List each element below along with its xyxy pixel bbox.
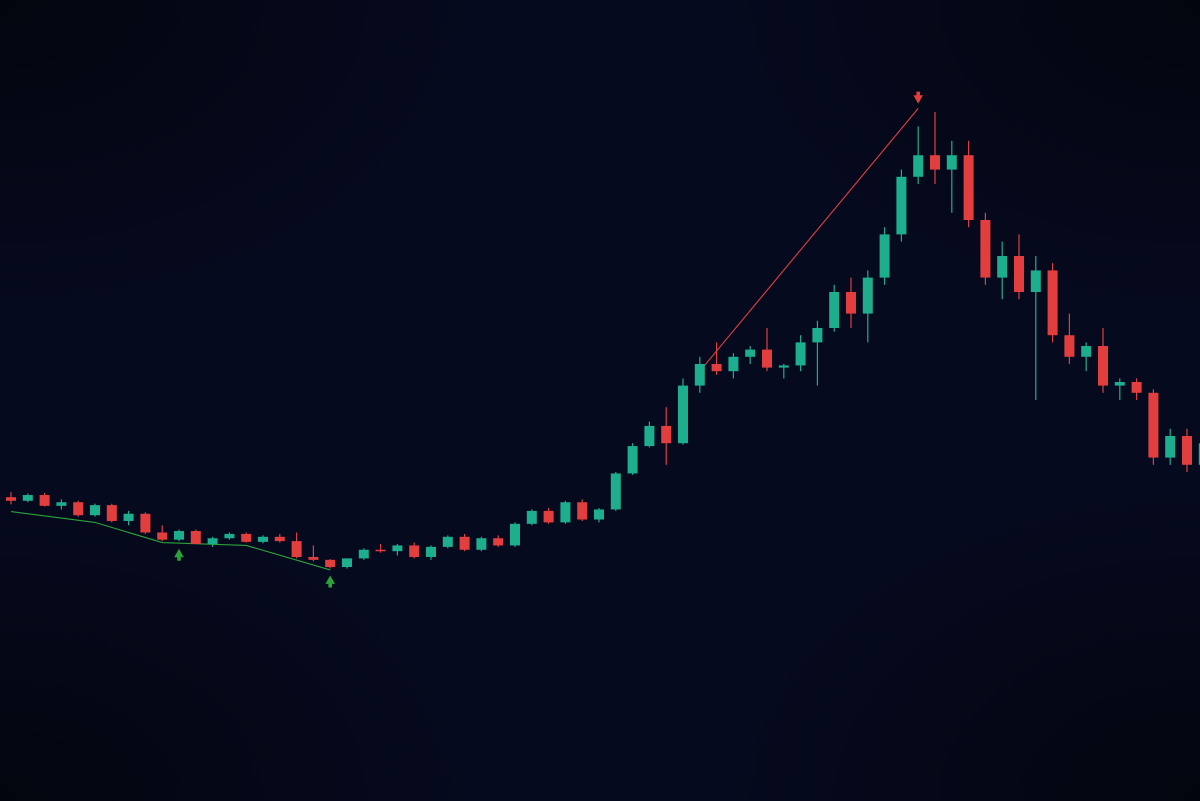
candle-bull [174,531,184,540]
candle-bull [392,545,402,551]
candle-bull [1081,346,1091,357]
candle-bear [846,292,856,314]
candle-bull [947,155,957,169]
candle-bear [762,350,772,368]
candle-bull [359,550,369,559]
candle-bear [460,537,470,550]
candle-bull [829,292,839,328]
candle-bear [661,426,671,443]
candle-bear [1014,256,1024,292]
candle-bull [510,524,520,546]
candle-bear [1048,270,1058,335]
candle-bull [880,234,890,277]
candle-bear [712,364,722,371]
candle-bear [930,155,940,169]
candle-bull [426,547,436,557]
candle-bear [292,541,302,557]
candle-bull [913,155,923,177]
candle-bear [308,557,318,560]
candle-bull [560,502,570,522]
candle-bear [964,155,974,220]
candle-bear [1098,346,1108,386]
candle-bear [577,502,587,519]
candle-bear [191,531,201,544]
candle-bull [997,256,1007,278]
candle-bull [728,357,738,371]
candle-bull [628,446,638,473]
candle-bear [275,537,285,541]
candle-bull [124,514,134,521]
candle-bear [107,505,117,521]
candle-bull [1031,270,1041,292]
candle-bull [644,426,654,446]
candle-bull [476,538,486,550]
candle-bull [342,558,352,567]
candle-bear [6,497,16,501]
candle-bull [443,537,453,547]
vignette [0,0,1200,801]
candle-bear [241,534,251,542]
candle-bear [140,514,150,533]
candle-bear [1132,382,1142,393]
candle-bear [325,560,335,567]
candle-bull [208,538,218,544]
candle-bull [258,537,268,542]
candle-bear [544,511,554,523]
candle-bull [90,505,100,515]
candle-bear [73,502,83,515]
candle-bear [409,545,419,557]
candle-bear [376,550,386,552]
candle-bull [779,365,789,367]
candle-bull [796,342,806,365]
candle-bull [527,511,537,524]
candle-bull [812,328,822,342]
candle-bull [611,473,621,509]
candle-bull [863,278,873,314]
candle-bull [1115,382,1125,386]
candle-bull [745,350,755,357]
candle-bear [1182,436,1192,465]
candle-bull [56,502,66,506]
chart-canvas [0,0,1200,801]
candle-bear [1064,335,1074,357]
candle-bull [695,364,705,386]
candle-bull [678,386,688,444]
candle-bull [224,534,234,538]
candle-bear [980,220,990,278]
candle-bull [594,509,604,519]
candle-bear [157,532,167,539]
candle-bear [40,495,50,506]
candlestick-chart [0,0,1200,801]
candle-bull [1165,436,1175,458]
candle-bear [493,538,503,545]
candle-bull [23,495,33,501]
candle-bull [896,177,906,235]
candle-bear [1148,393,1158,458]
